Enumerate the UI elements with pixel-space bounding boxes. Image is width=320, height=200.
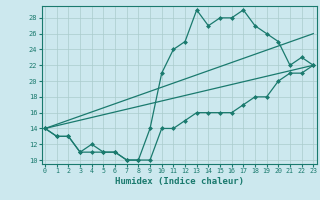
X-axis label: Humidex (Indice chaleur): Humidex (Indice chaleur): [115, 177, 244, 186]
